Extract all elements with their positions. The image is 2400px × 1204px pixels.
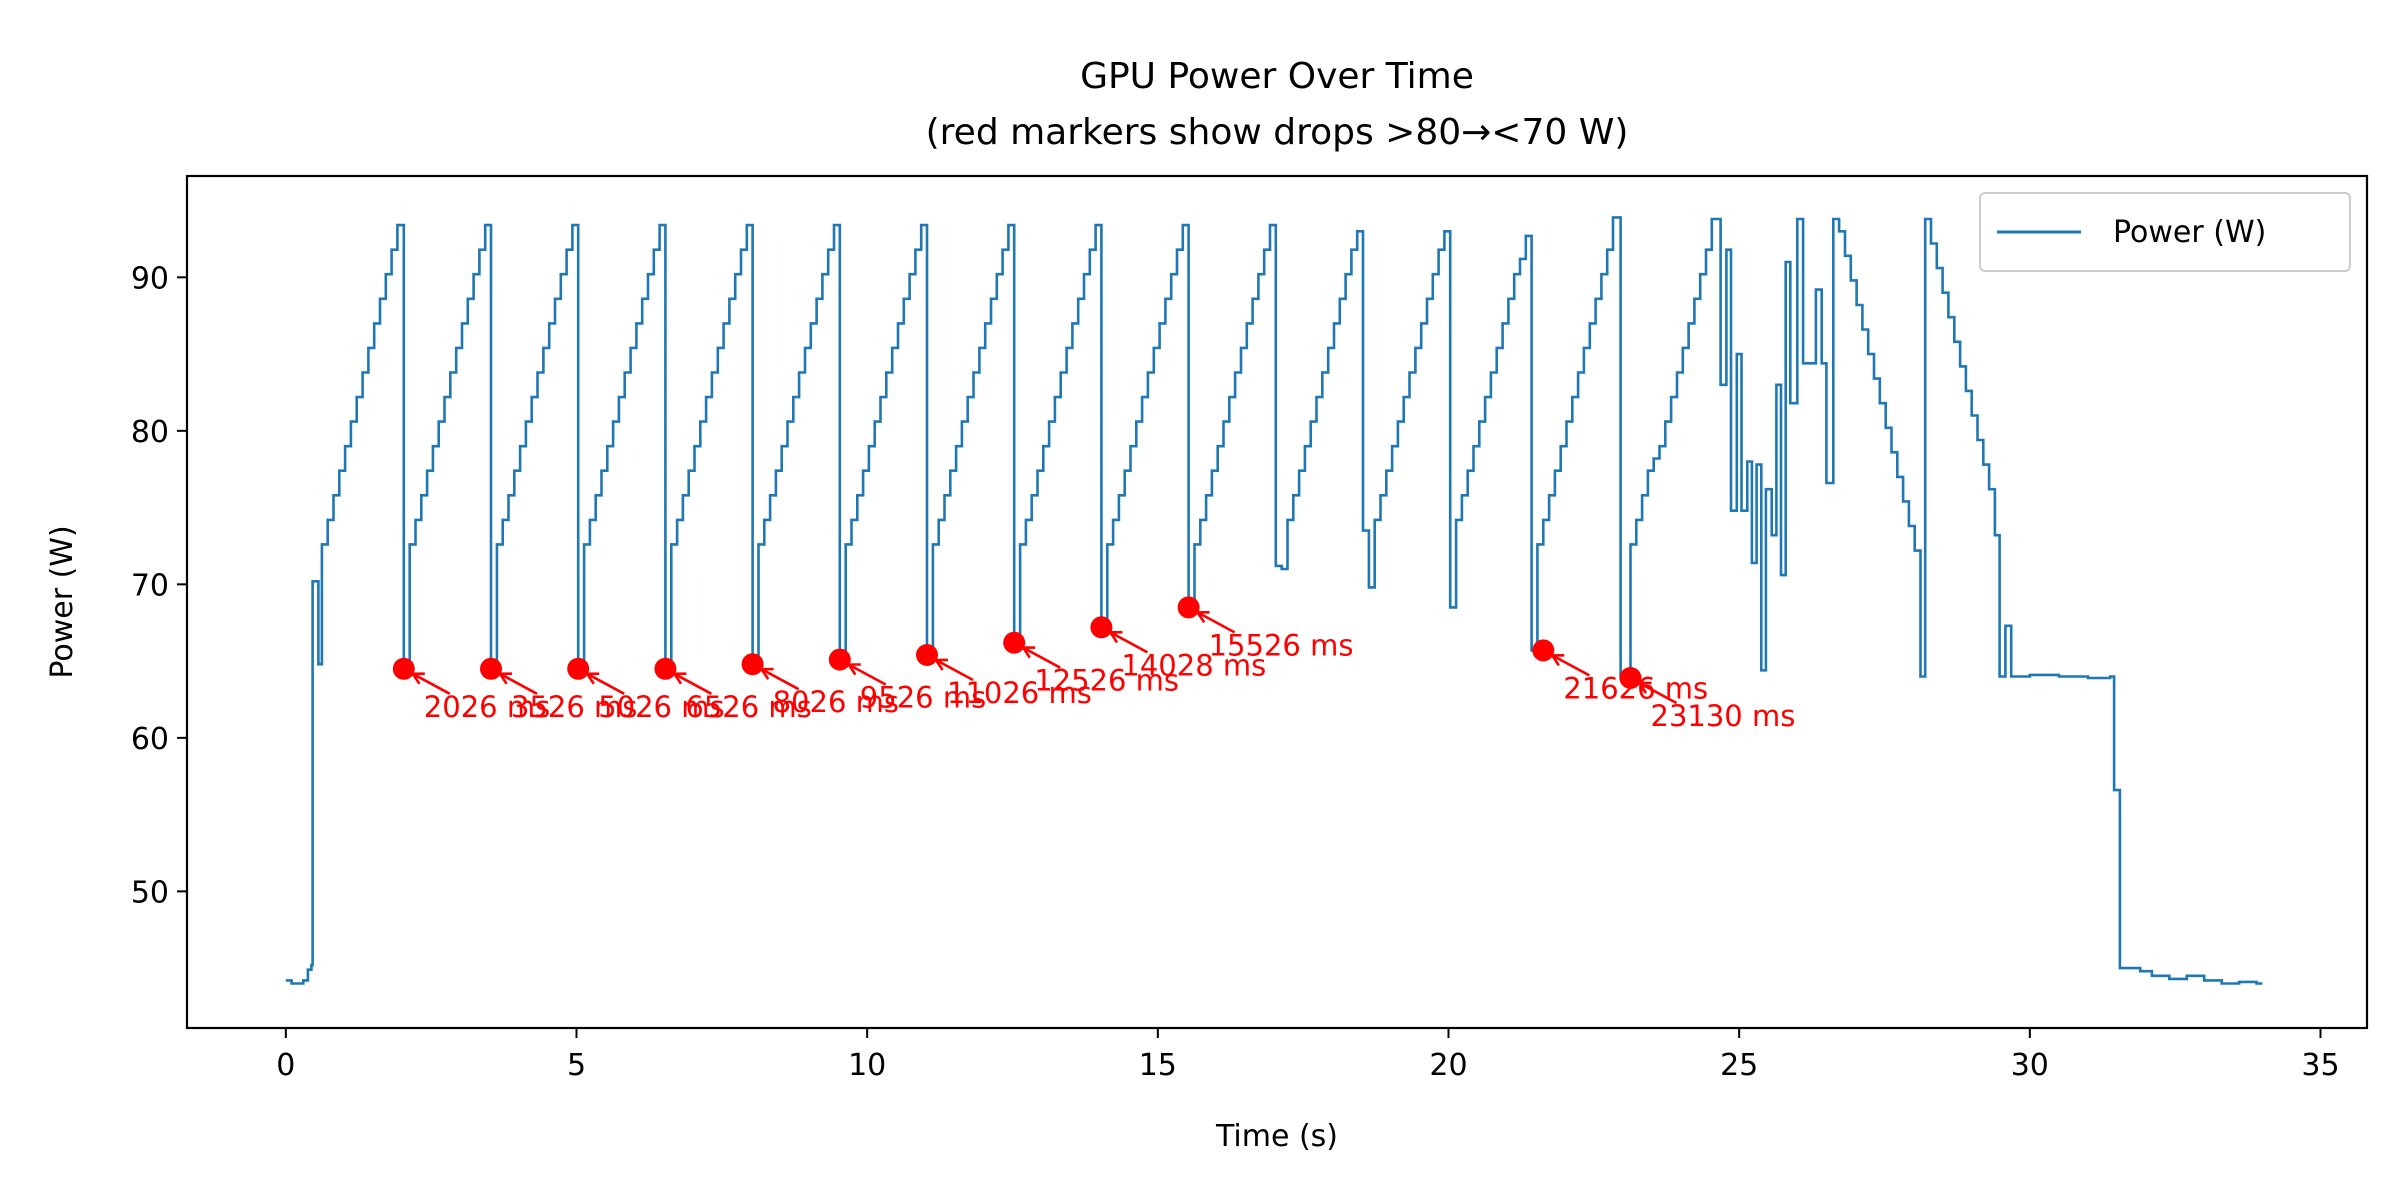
drop-marker-label: 3526 ms	[511, 690, 637, 724]
drop-arrow	[1196, 611, 1236, 634]
y-tick-label: 80	[131, 415, 169, 450]
drop-arrow	[412, 672, 451, 695]
drop-arrow	[1551, 654, 1590, 677]
drop-marker-label: 6526 ms	[685, 690, 811, 724]
drop-arrow	[586, 672, 625, 695]
legend-label: Power (W)	[2113, 215, 2266, 250]
x-tick-label: 25	[1720, 1048, 1758, 1083]
series-line-power	[285, 216, 2263, 985]
x-axis-ticks: 0 5 10 15 20 25 30 35	[276, 1028, 2340, 1083]
x-tick-label: 5	[567, 1048, 586, 1083]
x-tick-label: 0	[276, 1048, 295, 1083]
y-tick-label: 90	[131, 261, 169, 296]
drop-marker-label: 15526 ms	[1209, 628, 1354, 662]
drop-marker	[1090, 616, 1113, 639]
drop-marker-label: 23130 ms	[1651, 699, 1796, 733]
drop-marker-label: 9526 ms	[860, 681, 986, 715]
y-tick-label: 70	[131, 568, 169, 603]
drop-marker	[480, 657, 502, 680]
drop-marker-label: 5026 ms	[598, 690, 724, 724]
legend: Power (W)	[1979, 192, 2351, 272]
drop-marker	[741, 653, 764, 676]
drop-marker	[1177, 596, 1200, 619]
drop-marker-label: 2026 ms	[424, 690, 550, 724]
x-tick-label: 35	[2301, 1048, 2339, 1083]
chart-title-line1: GPU Power Over Time	[1080, 56, 1474, 97]
drop-arrow	[499, 672, 538, 695]
y-axis-ticks: 50 60 70 80 90	[131, 261, 187, 910]
drop-marker	[567, 657, 590, 680]
drop-marker-label: 8026 ms	[773, 685, 899, 719]
drop-marker-label: 12526 ms	[1034, 664, 1179, 698]
drop-arrow	[935, 658, 974, 682]
drop-marker-label: 11026 ms	[947, 676, 1092, 710]
y-tick-label: 60	[131, 722, 169, 757]
y-tick-label: 50	[131, 875, 169, 910]
drop-arrow	[673, 672, 713, 695]
chart-title-line2: (red markers show drops >80→<70 W)	[926, 112, 1629, 153]
x-axis-label: Time (s)	[1215, 1119, 1338, 1154]
drop-marker	[392, 657, 415, 680]
x-tick-label: 30	[2011, 1048, 2049, 1083]
axes-frame	[185, 174, 2369, 1030]
drop-arrow	[848, 663, 887, 686]
drop-marker	[828, 648, 851, 671]
drop-arrow	[1022, 646, 1061, 669]
drop-marker	[1003, 631, 1026, 654]
drop-marker	[654, 657, 677, 680]
drop-arrow	[1109, 631, 1149, 654]
x-tick-label: 15	[1139, 1048, 1177, 1083]
drop-marker	[1619, 667, 1642, 689]
x-tick-label: 20	[1429, 1048, 1467, 1083]
drop-arrow	[1638, 681, 1678, 705]
drop-arrow	[760, 668, 800, 691]
drop-marker	[1532, 639, 1555, 662]
line-layer	[285, 216, 2263, 985]
drop-marker	[916, 644, 938, 666]
drop-marker-label: 14028 ms	[1121, 648, 1266, 682]
y-axis-label: Power (W)	[45, 525, 80, 678]
legend-box	[1979, 192, 2351, 272]
x-tick-label: 10	[848, 1048, 886, 1083]
